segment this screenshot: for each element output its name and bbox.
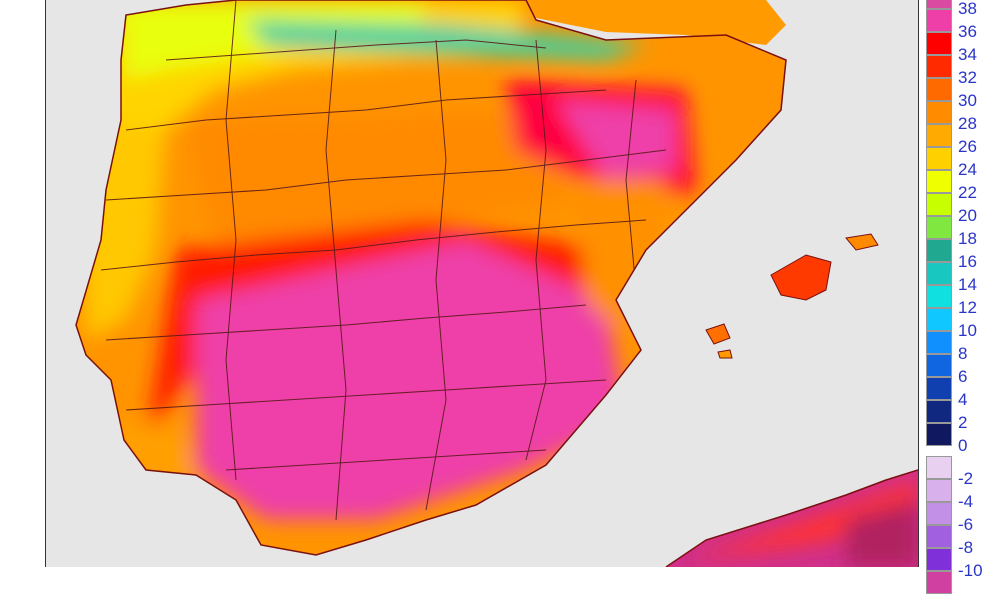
legend-swatch	[926, 262, 952, 285]
legend-swatch	[926, 101, 952, 124]
legend-swatch	[926, 331, 952, 354]
map-canvas	[75, 0, 918, 567]
legend-tick-label: 30	[958, 91, 977, 110]
legend-swatch	[926, 548, 952, 571]
legend-swatch	[926, 377, 952, 400]
legend-tick-label: 34	[958, 45, 977, 64]
legend-tick-label: 24	[958, 160, 977, 179]
legend-tick-label: 8	[958, 344, 968, 363]
legend-tick-label: 12	[958, 298, 977, 317]
legend-swatch	[926, 479, 952, 502]
legend-swatch	[926, 124, 952, 147]
temperature-legend: 38 36 34 32 30 28 26 24 22 20 18 16 14 12 10 8 6 4 2 0 -2 -4-…	[924, 0, 1000, 594]
legend-swatch	[926, 32, 952, 55]
legend-swatch	[926, 193, 952, 216]
legend-tick-label: 6	[958, 367, 968, 386]
legend-swatch	[926, 308, 952, 331]
legend-swatch	[926, 170, 952, 193]
legend-tick-label: 36	[958, 22, 977, 41]
legend-swatch	[926, 456, 952, 479]
legend-tick-label: 4	[958, 390, 968, 409]
legend-swatch	[926, 9, 952, 32]
legend-tick-label: -10	[958, 561, 983, 580]
legend-swatch	[926, 239, 952, 262]
legend-tick-label: 22	[958, 183, 977, 202]
legend-swatch	[926, 423, 952, 446]
legend-tick-label: 32	[958, 68, 977, 87]
legend-swatch	[926, 354, 952, 377]
province-borders	[100, 0, 667, 521]
legend-tick-label: 18	[958, 229, 977, 248]
legend-tick-label: 10	[958, 321, 977, 340]
legend-swatch	[926, 525, 952, 548]
france-region	[526, 0, 786, 45]
legend-swatch	[926, 502, 952, 525]
peninsula-coastline	[75, 0, 787, 556]
legend-tick-label: 28	[958, 114, 977, 133]
legend-swatch	[926, 78, 952, 101]
legend-swatch	[926, 571, 952, 594]
legend-tick-label: 16	[958, 252, 977, 271]
temperature-map-figure: 38 36 34 32 30 28 26 24 22 20 18 16 14 12 10 8 6 4 2 0 -2 -4-…	[45, 0, 1000, 594]
legend-tick-label: -4	[958, 492, 974, 511]
legend-tick-label: 14	[958, 275, 977, 294]
africa-coastline	[665, 469, 918, 567]
legend-swatch	[926, 216, 952, 239]
legend-tick-label: 26	[958, 137, 977, 156]
island-menorca	[845, 233, 879, 251]
legend-tick-label: -8	[958, 538, 974, 557]
legend-tick-label: 38	[958, 0, 977, 18]
north-africa	[666, 470, 918, 567]
legend-tick-label: 20	[958, 206, 977, 225]
legend-swatch	[926, 55, 952, 78]
legend-tick-label: -2	[958, 469, 974, 488]
island-mallorca	[770, 254, 832, 301]
legend-tick-label: -6	[958, 515, 974, 534]
island-ibiza	[705, 323, 731, 345]
iberia-temperature-map	[45, 0, 919, 567]
legend-swatch	[926, 0, 952, 9]
legend-swatch	[926, 147, 952, 170]
island-formentera	[717, 349, 733, 359]
legend-swatch	[926, 400, 952, 423]
legend-swatch	[926, 285, 952, 308]
legend-tick-label: 2	[958, 413, 968, 432]
legend-tick-label: 0	[958, 436, 968, 455]
